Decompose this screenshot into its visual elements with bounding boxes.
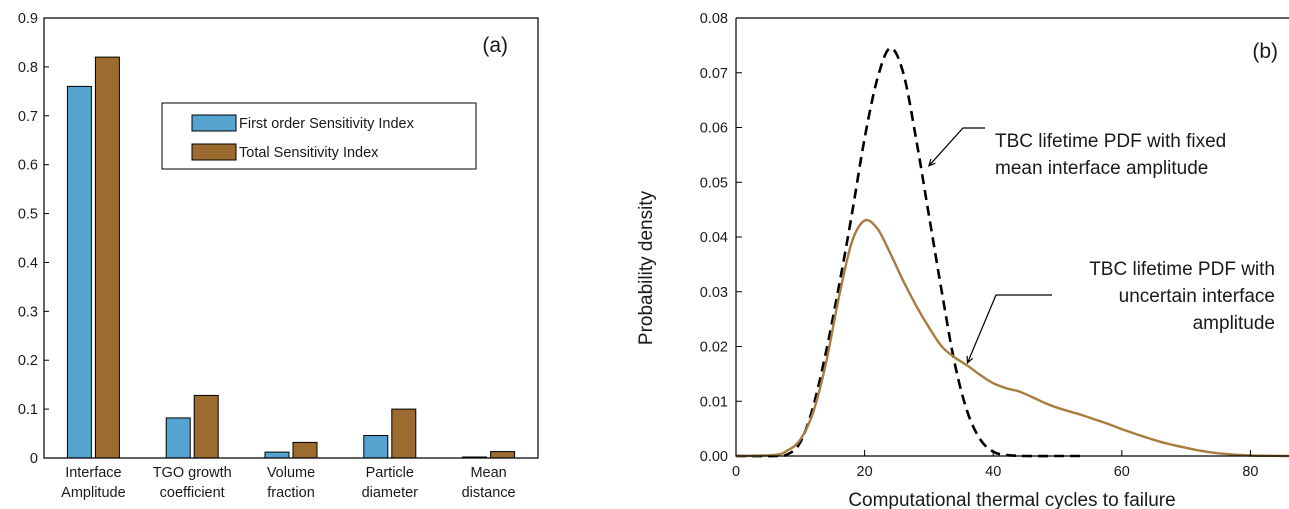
legend-swatch-first-order xyxy=(191,114,237,132)
x-tick-label-b: 40 xyxy=(985,464,1001,480)
y-tick-label-a: 0.1 xyxy=(18,402,38,418)
y-tick-label-a: 0.6 xyxy=(18,158,38,174)
x-tick-label-b: 60 xyxy=(1114,464,1130,480)
legend-label-first-order: First order Sensitivity Index xyxy=(239,116,415,132)
y-ticks-b: 0.00 0.01 0.02 0.03 0.04 0.05 0.06 0.07 0.08 xyxy=(700,11,742,465)
bar-total-2 xyxy=(292,441,318,459)
line-chart-panel-b: 0.00 0.01 0.02 0.03 0.04 0.05 0.06 0.07 0.08 0 20… xyxy=(636,11,1289,509)
annotation-arrowhead-0 xyxy=(927,158,936,167)
annotation-text-0: TBC lifetime PDF with fixed xyxy=(995,131,1226,152)
x-ticks-b: 0 20 40 60 80 xyxy=(732,450,1258,480)
y-axis-label: Probability density xyxy=(636,190,657,345)
y-tick-label-a: 0.8 xyxy=(18,60,38,76)
pdf-curves xyxy=(735,46,1289,458)
y-tick-label-a: 0.4 xyxy=(18,255,38,271)
pdf-curve-uncertain-amplitude xyxy=(735,218,1289,458)
annotation-text-1: TBC lifetime PDF with xyxy=(1089,259,1275,280)
y-tick-label-b: 0.06 xyxy=(700,121,728,137)
category-label-4: distance xyxy=(462,485,516,501)
x-tick-label-b: 20 xyxy=(857,464,873,480)
y-tick-label-a: 0.3 xyxy=(18,304,38,320)
category-label-0: Amplitude xyxy=(61,485,125,501)
bar-chart-panel-a: 0 0.1 0.2 0.3 0.4 0.5 0.6 0.7 0.8 0.9 Interface Am… xyxy=(18,11,539,501)
bar-first-order-1 xyxy=(165,417,191,459)
category-label-2: fraction xyxy=(267,485,315,501)
y-tick-label-a: 0.7 xyxy=(18,109,38,125)
legend-swatch-total xyxy=(191,143,237,161)
bar-total-4 xyxy=(490,451,516,459)
y-tick-label-b: 0.03 xyxy=(700,285,728,301)
y-tick-label-b: 0.04 xyxy=(700,230,728,246)
y-tick-label-b: 0.07 xyxy=(700,66,728,82)
annotation-leader-0 xyxy=(928,127,985,167)
y-tick-label-b: 0.00 xyxy=(700,449,728,465)
y-tick-label-b: 0.01 xyxy=(700,394,728,410)
y-tick-label-b: 0.08 xyxy=(700,11,728,27)
category-label-3: diameter xyxy=(362,485,419,501)
bar-first-order-0 xyxy=(66,85,92,459)
y-ticks-a: 0 0.1 0.2 0.3 0.4 0.5 0.6 0.7 0.8 0.9 xyxy=(18,11,49,467)
bar-first-order-3 xyxy=(363,435,389,459)
category-label-0: Interface xyxy=(65,465,121,481)
annotation-text-1: amplitude xyxy=(1193,313,1275,334)
category-label-2: Volume xyxy=(267,465,315,481)
legend-label-total: Total Sensitivity Index xyxy=(239,145,379,161)
panel-label-a: (a) xyxy=(482,34,508,57)
legend: First order Sensitivity Index Total Sens… xyxy=(161,102,477,170)
category-labels: Interface Amplitude TGO growth coefficient V… xyxy=(61,465,515,501)
bar-total-1 xyxy=(193,394,219,459)
panel-label-b: (b) xyxy=(1252,40,1278,63)
y-tick-label-b: 0.05 xyxy=(700,175,728,191)
category-label-3: Particle xyxy=(366,465,414,481)
bar-total-3 xyxy=(391,408,417,459)
x-tick-label-b: 0 xyxy=(732,464,740,480)
x-tick-label-b: 80 xyxy=(1242,464,1258,480)
pdf-curve-fixed-amplitude xyxy=(735,46,1084,458)
bar-total-0 xyxy=(94,56,120,459)
annotations: TBC lifetime PDF with fixed mean interfac… xyxy=(927,127,1275,365)
category-label-1: TGO growth xyxy=(153,465,232,481)
y-tick-label-b: 0.02 xyxy=(700,340,728,356)
bar-series xyxy=(66,56,516,459)
category-label-1: coefficient xyxy=(160,485,225,501)
bar-first-order-2 xyxy=(264,451,290,459)
y-tick-label-a: 0 xyxy=(30,451,38,467)
annotation-text-1: uncertain interface xyxy=(1119,286,1275,307)
y-tick-label-a: 0.5 xyxy=(18,207,38,223)
annotation-arrowhead-1 xyxy=(966,355,974,365)
category-label-4: Mean xyxy=(470,465,506,481)
y-tick-label-a: 0.2 xyxy=(18,353,38,369)
annotation-text-0: mean interface amplitude xyxy=(995,158,1208,179)
annotation-leader-1 xyxy=(966,294,1052,364)
y-tick-label-a: 0.9 xyxy=(18,11,38,27)
x-axis-label: Computational thermal cycles to failure xyxy=(848,490,1175,509)
